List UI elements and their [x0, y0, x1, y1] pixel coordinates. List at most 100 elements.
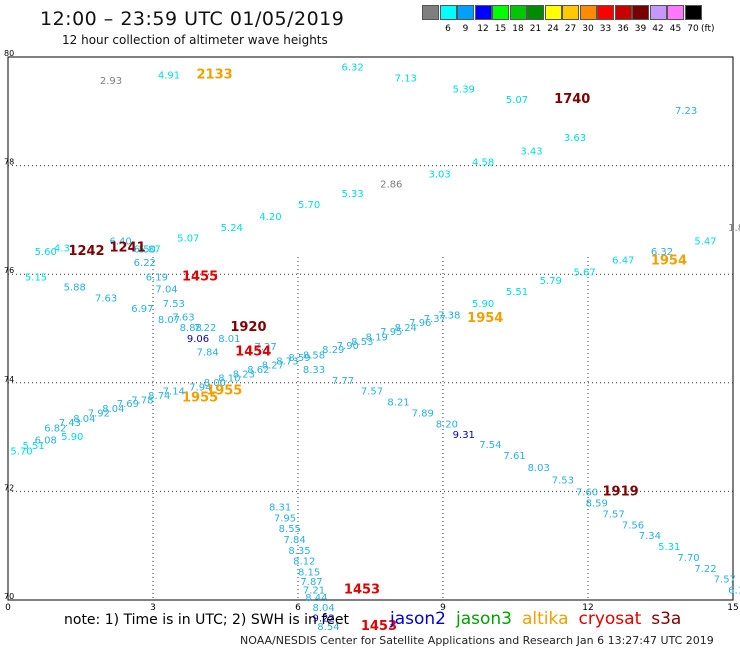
wave-height-label: 4.58: [472, 158, 494, 169]
wave-height-label: 6.97: [131, 304, 153, 315]
time-label: 1955: [206, 384, 242, 399]
x-tick-label: 0: [5, 603, 11, 613]
scale-swatch: [544, 5, 562, 20]
wave-height-label: 8.44: [305, 593, 327, 604]
wave-height-label: 8.59: [586, 499, 608, 510]
scale-label: 9: [462, 24, 469, 34]
scale-swatch: [422, 5, 439, 20]
wave-height-label: 8.04: [73, 414, 95, 425]
wave-height-label: 7.84: [197, 348, 219, 359]
wave-height-label: 8.19: [366, 332, 388, 343]
x-tick-label: 15: [727, 603, 738, 613]
scale-swatch: [527, 5, 544, 20]
scale-swatch: [492, 5, 509, 20]
legend-jason2: jason2: [390, 609, 446, 629]
time-label: 1955: [182, 390, 218, 405]
scale-label: 45: [669, 24, 682, 34]
time-label: 1740: [554, 92, 590, 107]
page-title: 12:00 – 23:59 UTC 01/05/2019: [40, 8, 345, 30]
scale-swatch: [597, 5, 614, 20]
wave-height-label: 5.67: [574, 267, 596, 278]
wave-height-label: 7.21: [303, 585, 325, 596]
scale-swatch: [509, 5, 527, 20]
wave-height-label: 8.24: [395, 323, 417, 334]
time-label: 1242: [68, 244, 104, 259]
time-label: 1919: [603, 485, 639, 500]
wave-height-label: 1.86: [728, 223, 740, 234]
scale-label: 6: [445, 24, 451, 34]
wave-height-label: 7.87: [300, 577, 322, 588]
wave-height-label: 7.23: [675, 106, 697, 117]
scale-swatch: [632, 5, 649, 20]
wave-height-label: 7.14: [163, 387, 185, 398]
legend-cryosat: cryosat: [578, 609, 642, 629]
wave-height-label: 6.82: [44, 424, 66, 435]
scale-swatch: [579, 5, 597, 20]
y-tick-label: 72: [4, 483, 14, 492]
scale-swatch: [562, 5, 579, 20]
wave-height-label: 4.20: [259, 212, 281, 223]
wave-height-label: 8.04: [102, 404, 124, 415]
wave-height-label: 7.63: [95, 293, 117, 304]
wave-height-label: 7.57: [714, 575, 736, 586]
wave-height-label: 8.29: [322, 345, 344, 356]
wave-height-label: 5.70: [10, 446, 32, 457]
wave-height-label: 8.27: [262, 361, 284, 372]
y-tick-label: 80: [4, 49, 14, 58]
wave-height-label: 5.90: [61, 432, 83, 443]
wave-height-label: 6.17: [728, 585, 740, 596]
wave-height-label: 7.27: [255, 342, 277, 353]
wave-height-label: 5.33: [342, 189, 364, 200]
wave-height-label: 7.04: [155, 285, 177, 296]
time-label: 1453: [344, 582, 380, 597]
wave-height-label: 7.57: [361, 387, 383, 398]
wave-height-label: 7.90: [337, 341, 359, 352]
wave-height-label: 3.63: [564, 133, 586, 144]
wave-height-label: 8.12: [293, 557, 315, 568]
time-label: 2133: [197, 68, 233, 83]
wave-height-label: 8.10: [218, 374, 240, 385]
scale-label: 30: [582, 24, 594, 34]
wave-height-label: 7.78: [131, 395, 153, 406]
legend-jason3: jason3: [456, 609, 512, 629]
wave-height-label: 7.92: [88, 408, 110, 419]
x-tick-label: 9: [440, 603, 446, 613]
wave-height-label: 7.95: [274, 513, 296, 524]
wave-height-label: 8.73: [276, 356, 298, 367]
time-label: 1954: [651, 253, 687, 268]
x-tick-label: 3: [150, 603, 156, 613]
wave-height-label: 7.57: [603, 509, 625, 520]
wave-height-label: 7.54: [479, 440, 501, 451]
time-label: 1453: [361, 619, 397, 634]
wave-height-label: 8.04: [313, 603, 335, 614]
wave-height-label: 8.88: [180, 323, 202, 334]
wave-height-label: 7.22: [194, 323, 216, 334]
y-tick-label: 74: [4, 375, 14, 384]
wave-height-label: 2.86: [380, 179, 402, 190]
scale-label: 33: [599, 24, 612, 34]
wave-height-label: 6.08: [35, 436, 57, 447]
wave-height-label: 3.43: [520, 147, 542, 158]
wave-height-label: 8.20: [436, 419, 458, 430]
color-scale: (ft) 6 9 12 15 18 21 24 27 30 33 36 39 42 45 70: [422, 5, 728, 39]
wave-height-label: 7.37: [424, 314, 446, 325]
scale-swatch: [474, 5, 492, 20]
legend-altika: altika: [522, 609, 569, 629]
wave-height-label: 8.74: [148, 391, 170, 402]
wave-height-label: 5.51: [23, 441, 45, 452]
wave-height-label: 7.53: [163, 299, 185, 310]
time-label: 1454: [235, 345, 271, 360]
scale-swatch: [614, 5, 632, 20]
wave-height-label: 8.55: [279, 524, 301, 535]
wave-height-label: 8.21: [387, 398, 409, 409]
wave-height-label: 5.31: [658, 542, 680, 553]
wave-height-label: 2.93: [100, 76, 122, 87]
wave-height-label: 6.22: [134, 258, 156, 269]
scale-label: 21: [529, 24, 542, 34]
wave-height-label: 5.60: [35, 247, 57, 258]
wave-height-label: 7.70: [677, 553, 699, 564]
wave-height-label: 7.96: [409, 318, 431, 329]
note-text: note: 1) Time is in UTC; 2) SWH is in fe…: [64, 612, 350, 628]
wave-height-label: 5.24: [221, 223, 243, 234]
